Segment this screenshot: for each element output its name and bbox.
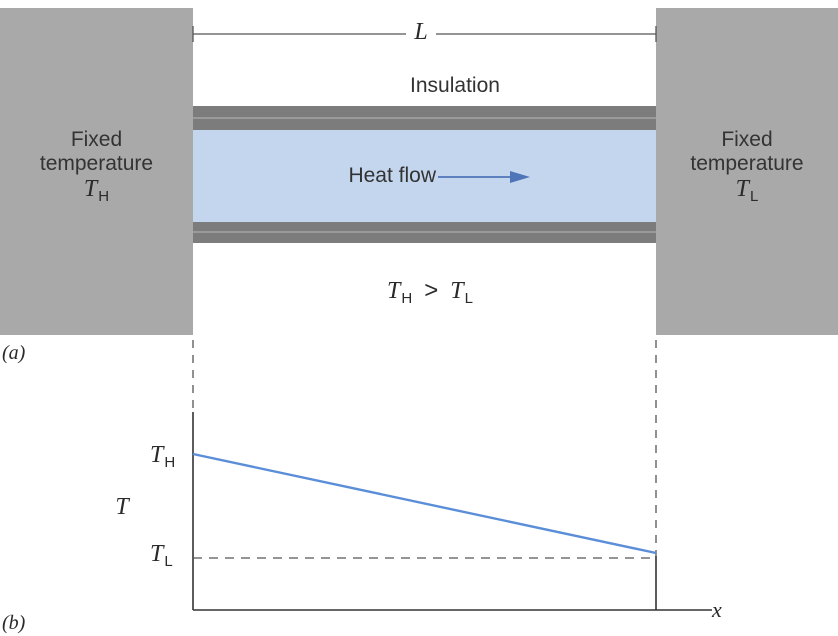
insulation-label: Insulation bbox=[410, 74, 500, 97]
rod bbox=[193, 130, 656, 222]
left-wall-label: Fixed temperature TH bbox=[39, 128, 154, 206]
right-wall bbox=[656, 8, 838, 335]
left-wall bbox=[0, 8, 193, 335]
high-temperature-label: TH bbox=[150, 442, 176, 471]
panel-label-a: (a) bbox=[2, 342, 26, 364]
length-dimension bbox=[192, 26, 657, 42]
temperature-profile-line bbox=[192, 452, 657, 555]
heat-flow-arrow bbox=[438, 171, 530, 183]
low-temperature-label: TL bbox=[150, 541, 173, 570]
length-label: L bbox=[414, 19, 428, 45]
x-axis-label: x bbox=[712, 597, 722, 622]
panel-label-b: (b) bbox=[2, 612, 26, 634]
right-wall-label: Fixed temperature TL bbox=[690, 128, 804, 206]
temperature-relation: TH > TL bbox=[387, 277, 473, 307]
y-axis-label: T bbox=[115, 494, 129, 520]
heat-flow-label: Heat flow bbox=[348, 164, 436, 187]
